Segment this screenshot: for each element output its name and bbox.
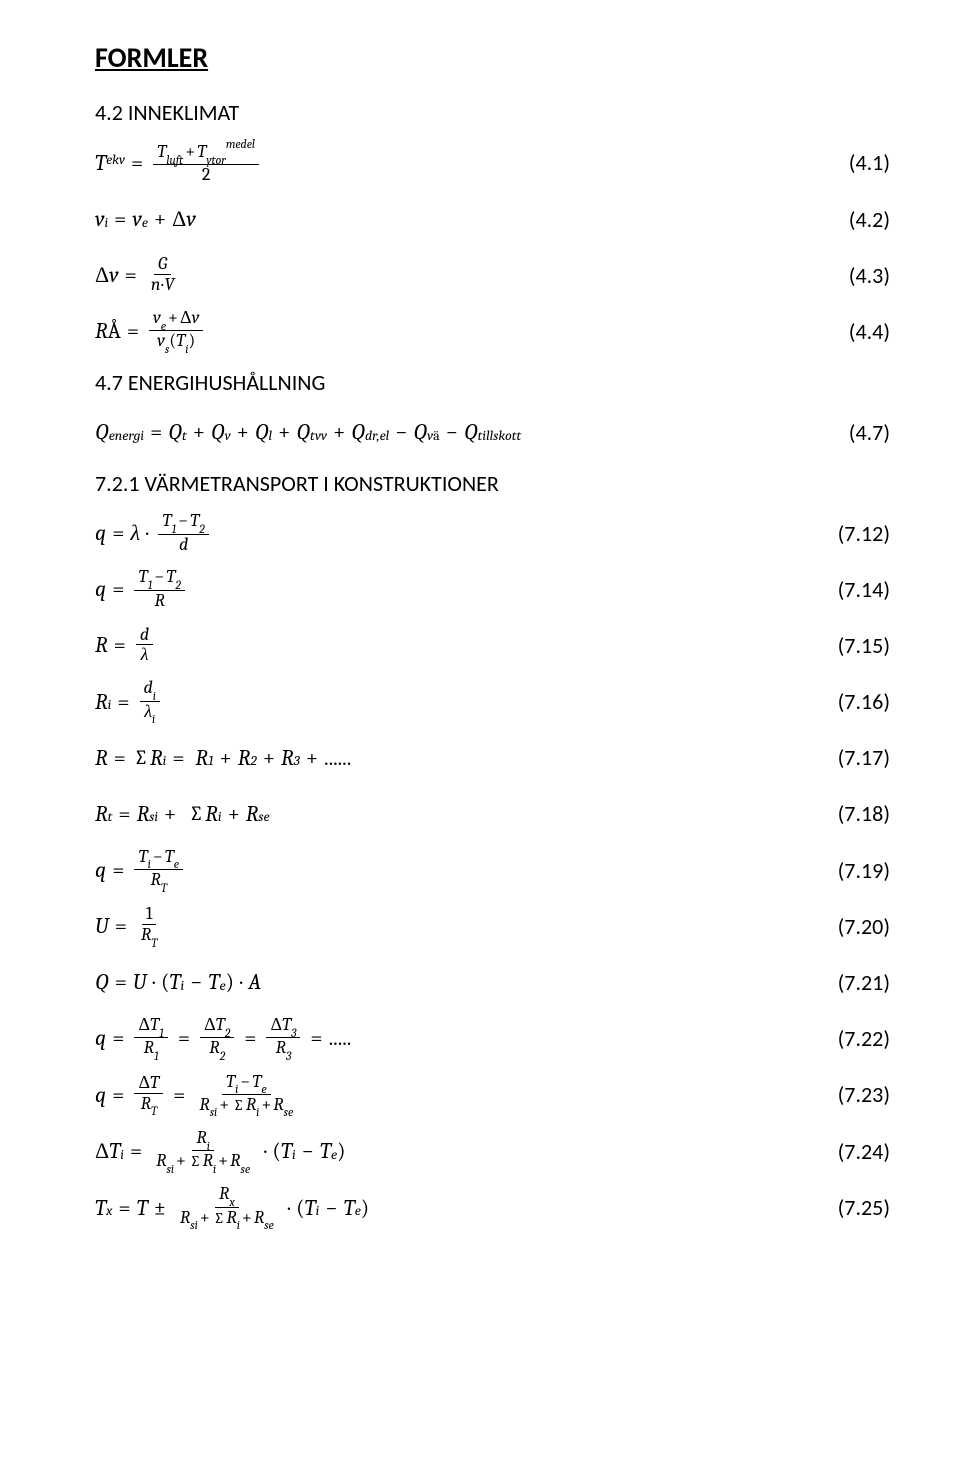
- equation-row-7-24: ΔTi= Ri Rsi+∑Ri+Rse ·(Ti−Te) (7.24): [95, 1129, 890, 1173]
- equation-row-4-1: Tekv= Tluft+Tytormedel 2 (4.1): [95, 140, 890, 185]
- equation-row-7-19: q= Ti−Te RT (7.19): [95, 848, 890, 892]
- equation-row-4-7: Qenergi= Qt+ Qv+ Ql+ Qtvv+ Qdr,el− Qvä− …: [95, 410, 890, 454]
- equation-row-7-20: U= 1RT (7.20): [95, 904, 890, 948]
- equation-number: (4.2): [829, 206, 890, 233]
- equation-7-14: q= T1−T2 R: [95, 568, 189, 610]
- equation-row-7-17: R=∑Ri= R1+R2+R3+ ...... (7.17): [95, 736, 890, 780]
- equation-number: (7.21): [818, 969, 890, 996]
- equation-row-7-23: q= ΔTRT = Ti−Te Rsi+∑Ri+Rse (7.23): [95, 1073, 890, 1117]
- equation-7-12: q=λ· T1−T2 d: [95, 512, 213, 554]
- section-7-2-1: 7.2.1 VÄRMETRANSPORT I KONSTRUKTIONER: [95, 470, 890, 497]
- equation-7-21: Q=U·(Ti−Te)·A: [95, 969, 261, 995]
- equation-number: (7.19): [818, 857, 890, 884]
- equation-row-7-15: R= dλ (7.15): [95, 623, 890, 667]
- equation-7-22: q= ΔT1R1 = ΔT2R2 = ΔT3R3 = .....: [95, 1016, 351, 1060]
- equation-4-1: Tekv= Tluft+Tytormedel 2: [95, 140, 263, 185]
- equation-7-16: Ri= diλi: [95, 679, 164, 723]
- equation-7-15: R= dλ: [95, 626, 157, 666]
- equation-number: (7.20): [818, 913, 890, 940]
- equation-row-7-18: Rt=Rsi+ ∑Ri+Rse (7.18): [95, 792, 890, 836]
- equation-row-7-22: q= ΔT1R1 = ΔT2R2 = ΔT3R3 = ..... (7.22): [95, 1016, 890, 1060]
- equation-7-25: Tx=T± Rx Rsi+∑Ri+Rse ·(Ti−Te): [95, 1185, 369, 1229]
- section-4-2: 4.2 INNEKLIMAT: [95, 99, 890, 126]
- equation-number: (7.15): [818, 632, 890, 659]
- page-title: FORMLER: [95, 40, 890, 75]
- equation-7-19: q= Ti−Te RT: [95, 848, 187, 892]
- equation-row-4-4: RÅ= ve+Δv vs(Ti) (4.4): [95, 309, 890, 353]
- equation-number: (7.24): [818, 1138, 890, 1165]
- equation-number: (7.18): [818, 800, 890, 827]
- equation-row-7-14: q= T1−T2 R (7.14): [95, 567, 890, 611]
- equation-4-7: Qenergi= Qt+ Qv+ Ql+ Qtvv+ Qdr,el− Qvä− …: [95, 419, 521, 445]
- equation-7-18: Rt=Rsi+ ∑Ri+Rse: [95, 801, 270, 827]
- equation-number: (7.14): [818, 576, 890, 603]
- equation-number: (4.4): [829, 318, 890, 345]
- equation-row-7-25: Tx=T± Rx Rsi+∑Ri+Rse ·(Ti−Te) (7.25): [95, 1185, 890, 1229]
- equation-7-24: ΔTi= Ri Rsi+∑Ri+Rse ·(Ti−Te): [95, 1129, 345, 1173]
- formler-page: FORMLER 4.2 INNEKLIMAT Tekv= Tluft+Tytor…: [0, 0, 960, 1302]
- equation-number: (4.7): [829, 419, 890, 446]
- equation-4-3: Δv= G n·V: [95, 255, 182, 295]
- equation-7-20: U= 1RT: [95, 905, 165, 947]
- equation-7-17: R=∑Ri= R1+R2+R3+ ......: [95, 745, 351, 771]
- equation-4-4: RÅ= ve+Δv vs(Ti): [95, 309, 207, 353]
- equation-row-7-12: q=λ· T1−T2 d (7.12): [95, 511, 890, 555]
- equation-number: (4.1): [829, 149, 890, 176]
- equation-row-4-3: Δv= G n·V (4.3): [95, 253, 890, 297]
- equation-row-7-16: Ri= diλi (7.16): [95, 679, 890, 723]
- section-4-7: 4.7 ENERGIHUSHÅLLNING: [95, 369, 890, 396]
- equation-number: (7.23): [818, 1081, 890, 1108]
- equation-number: (7.12): [818, 520, 890, 547]
- equation-row-7-21: Q=U·(Ti−Te)·A (7.21): [95, 960, 890, 1004]
- equation-number: (7.17): [818, 744, 890, 771]
- equation-number: (4.3): [829, 262, 890, 289]
- equation-number: (7.22): [818, 1025, 890, 1052]
- equation-number: (7.16): [818, 688, 890, 715]
- equation-7-23: q= ΔTRT = Ti−Te Rsi+∑Ri+Rse: [95, 1073, 301, 1117]
- equation-number: (7.25): [818, 1194, 890, 1221]
- equation-4-2: vi=ve+Δv: [95, 206, 196, 232]
- equation-row-4-2: vi=ve+Δv (4.2): [95, 197, 890, 241]
